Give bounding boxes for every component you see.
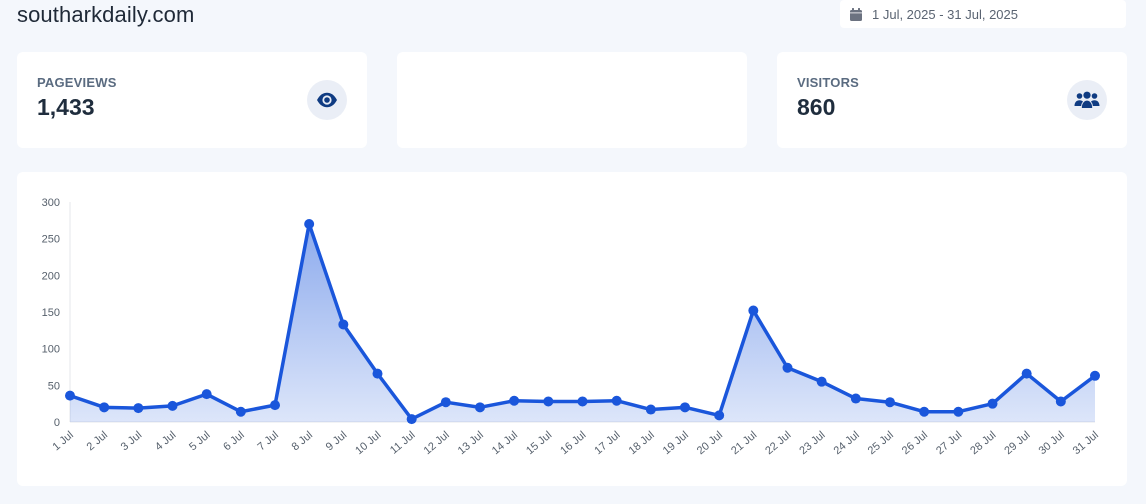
x-tick-label: 15 Jul <box>524 429 554 457</box>
x-tick-label: 29 Jul <box>1002 429 1032 457</box>
x-tick-label: 7 Jul <box>255 429 281 453</box>
data-point[interactable] <box>372 368 383 379</box>
x-tick-label: 21 Jul <box>729 429 759 457</box>
chart-series-line <box>69 222 1097 421</box>
x-tick-label: 3 Jul <box>119 429 145 453</box>
x-tick-label: 28 Jul <box>968 429 998 457</box>
chart-area-fill <box>70 224 1095 422</box>
date-range-text: 1 Jul, 2025 - 31 Jul, 2025 <box>872 6 1018 22</box>
data-point[interactable] <box>65 390 75 401</box>
data-point[interactable] <box>919 406 930 417</box>
x-tick-label: 18 Jul <box>627 429 657 457</box>
x-tick-label: 22 Jul <box>763 429 793 457</box>
data-point[interactable] <box>440 397 451 408</box>
data-point[interactable] <box>1021 368 1032 379</box>
data-point[interactable] <box>475 402 485 413</box>
y-tick-label: 200 <box>42 270 60 282</box>
data-point[interactable] <box>235 406 246 417</box>
y-tick-label: 300 <box>42 197 60 209</box>
data-point[interactable] <box>543 396 554 407</box>
data-point[interactable] <box>714 410 725 421</box>
pageviews-value: 1,433 <box>37 94 95 120</box>
data-point[interactable] <box>304 219 315 229</box>
users-icon <box>1067 80 1107 120</box>
date-range-picker[interactable]: 1 Jul, 2025 - 31 Jul, 2025 <box>840 0 1126 28</box>
y-tick-label: 150 <box>42 307 60 319</box>
x-tick-label: 26 Jul <box>900 429 930 457</box>
x-tick-label: 14 Jul <box>490 429 520 457</box>
x-tick-label: 12 Jul <box>422 429 452 457</box>
x-tick-label: 11 Jul <box>388 429 418 457</box>
x-tick-label: 16 Jul <box>558 429 588 457</box>
data-point[interactable] <box>748 305 759 316</box>
x-tick-label: 23 Jul <box>797 429 827 457</box>
site-title: southarkdaily.com <box>17 2 195 27</box>
x-tick-label: 8 Jul <box>290 429 316 453</box>
pageviews-label: PAGEVIEWS <box>37 75 117 90</box>
empty-card <box>397 52 747 148</box>
x-tick-label: 31 Jul <box>1071 429 1101 457</box>
x-tick-label: 13 Jul <box>456 429 486 457</box>
data-point[interactable] <box>645 404 656 415</box>
data-point[interactable] <box>201 389 212 400</box>
y-tick-label: 100 <box>42 344 60 356</box>
data-point[interactable] <box>1055 396 1066 407</box>
data-point[interactable] <box>133 403 144 414</box>
x-tick-label: 27 Jul <box>934 429 964 457</box>
eye-icon <box>307 80 347 120</box>
x-tick-label: 5 Jul <box>187 429 213 453</box>
data-point[interactable] <box>611 395 622 406</box>
data-point[interactable] <box>509 395 520 406</box>
data-point[interactable] <box>406 414 417 425</box>
data-point[interactable] <box>577 396 588 407</box>
data-point[interactable] <box>338 319 349 330</box>
x-tick-label: 30 Jul <box>1037 429 1067 457</box>
data-point[interactable] <box>167 400 178 411</box>
y-tick-label: 50 <box>48 380 60 392</box>
x-tick-label: 20 Jul <box>695 429 725 457</box>
x-tick-label: 2 Jul <box>85 429 111 453</box>
visitors-card: VISITORS 860 <box>777 52 1127 148</box>
visitors-label: VISITORS <box>797 75 860 90</box>
x-tick-label: 10 Jul <box>353 429 383 457</box>
data-point[interactable] <box>680 402 690 413</box>
data-point[interactable] <box>816 376 827 387</box>
data-point[interactable] <box>850 393 861 404</box>
data-point[interactable] <box>987 398 998 409</box>
x-tick-label: 19 Jul <box>661 429 691 457</box>
x-tick-label: 17 Jul <box>592 429 622 457</box>
pageviews-chart: 0 50 100 150 200 250 300 1 Jul 2 Jul 3 Jul 4 Jul 5… <box>42 197 1101 457</box>
x-tick-label: 6 Jul <box>221 429 247 453</box>
calendar-icon <box>850 7 862 21</box>
x-tick-label: 25 Jul <box>866 429 896 457</box>
x-tick-label: 9 Jul <box>324 429 350 453</box>
x-tick-label: 24 Jul <box>832 429 862 457</box>
data-point[interactable] <box>953 406 964 417</box>
data-point[interactable] <box>782 362 793 373</box>
y-tick-label: 250 <box>42 234 60 246</box>
data-point[interactable] <box>885 397 895 408</box>
data-point[interactable] <box>1090 370 1100 381</box>
y-tick-label: 0 <box>54 417 60 429</box>
pageviews-card: PAGEVIEWS 1,433 <box>17 52 367 148</box>
x-tick-label: 4 Jul <box>153 429 179 453</box>
pageviews-chart-card: 0 50 100 150 200 250 300 1 Jul 2 Jul 3 Jul 4 Jul 5… <box>17 172 1127 486</box>
x-tick-label: 1 Jul <box>50 429 76 453</box>
visitors-value: 860 <box>797 94 836 120</box>
data-point[interactable] <box>99 402 110 413</box>
data-point[interactable] <box>270 400 280 411</box>
